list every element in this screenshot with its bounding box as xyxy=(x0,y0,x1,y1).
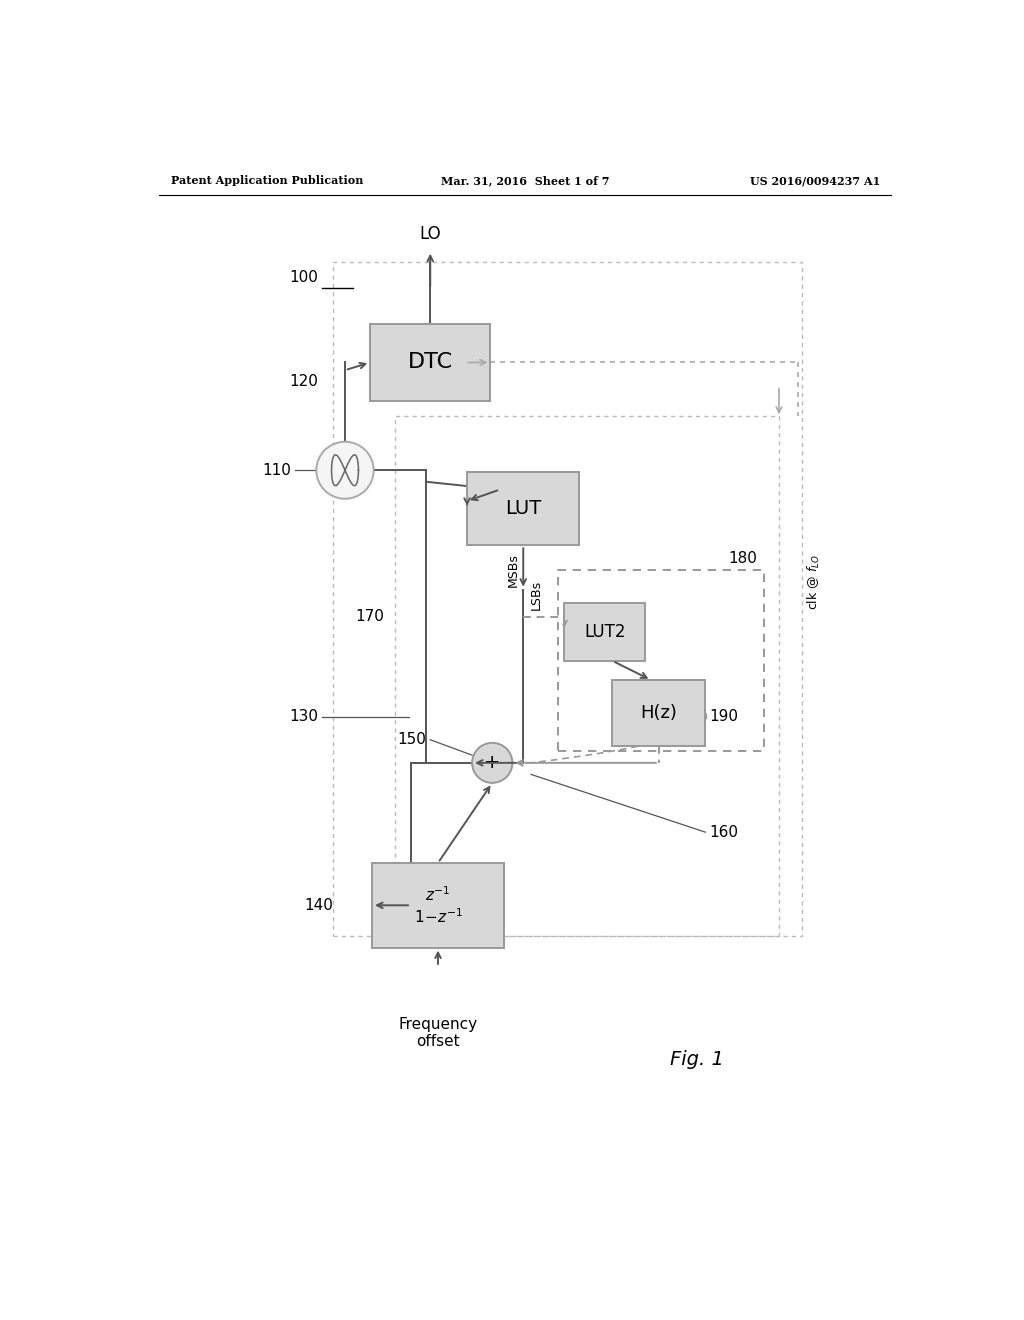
Text: Patent Application Publication: Patent Application Publication xyxy=(171,176,362,186)
Text: Fig. 1: Fig. 1 xyxy=(671,1049,724,1069)
Bar xyxy=(558,570,764,751)
Text: Frequency
offset: Frequency offset xyxy=(398,1016,477,1049)
Text: 180: 180 xyxy=(729,552,758,566)
Text: LO: LO xyxy=(420,226,441,243)
Text: H(z): H(z) xyxy=(640,704,677,722)
Text: 130: 130 xyxy=(289,709,317,725)
Text: MSBs: MSBs xyxy=(507,553,519,587)
Circle shape xyxy=(316,442,374,499)
Bar xyxy=(372,863,504,948)
Text: clk @ $f_{LO}$: clk @ $f_{LO}$ xyxy=(806,554,822,610)
Bar xyxy=(371,323,490,401)
Text: +: + xyxy=(484,754,501,772)
Text: LUT2: LUT2 xyxy=(584,623,626,642)
Text: US 2016/0094237 A1: US 2016/0094237 A1 xyxy=(750,176,880,186)
Circle shape xyxy=(472,743,512,783)
Text: $z^{-1}$
$1\!-\!z^{-1}$: $z^{-1}$ $1\!-\!z^{-1}$ xyxy=(414,884,463,925)
Text: LUT: LUT xyxy=(505,499,542,519)
Text: 190: 190 xyxy=(710,709,738,725)
Text: 150: 150 xyxy=(397,733,426,747)
Text: LSBs: LSBs xyxy=(529,581,543,610)
Bar xyxy=(334,263,802,936)
Text: 120: 120 xyxy=(289,374,317,389)
Bar xyxy=(395,416,779,936)
Text: 160: 160 xyxy=(710,825,738,840)
Text: 100: 100 xyxy=(289,271,317,285)
Text: Mar. 31, 2016  Sheet 1 of 7: Mar. 31, 2016 Sheet 1 of 7 xyxy=(440,176,609,186)
Bar xyxy=(564,603,645,661)
Text: 170: 170 xyxy=(355,609,384,624)
Bar xyxy=(612,680,706,746)
Bar xyxy=(467,473,580,545)
Text: DTC: DTC xyxy=(408,352,453,372)
Text: 110: 110 xyxy=(262,463,291,478)
Text: 140: 140 xyxy=(304,898,334,913)
